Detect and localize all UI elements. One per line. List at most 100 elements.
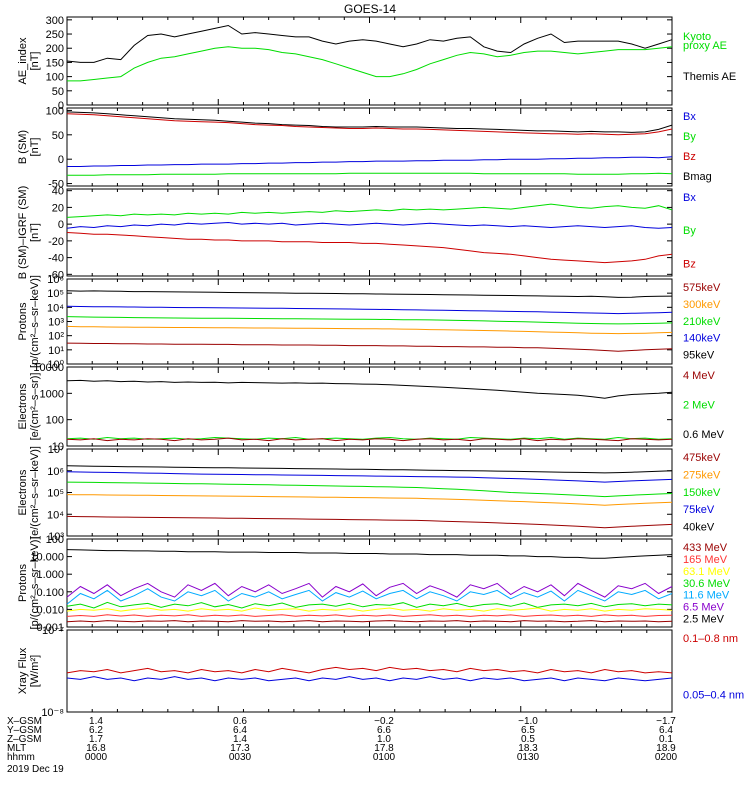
y-tick-label: 10⁵ (47, 288, 64, 300)
series-line-11-6-mev (66, 588, 673, 605)
y-tick-label: 0 (58, 219, 64, 231)
x-axis-value: −0.2 (374, 716, 394, 727)
x-axis-value: 18.9 (656, 743, 676, 754)
y-tick-label: 200 (46, 43, 64, 55)
legend-label: Kyoto (683, 31, 711, 43)
legend-label: By (683, 131, 696, 143)
y-tick-label: 0 (58, 100, 64, 112)
panel-frame (66, 366, 673, 447)
x-axis-value: 0030 (229, 752, 252, 763)
x-axis-value: −1.0 (518, 716, 538, 727)
legend-label: 6.5 MeV (683, 602, 725, 614)
series-line-2-mev (66, 436, 673, 440)
y-tick-label: 10⁻⁷ (42, 625, 64, 637)
y-tick-label: 1000 (40, 388, 64, 400)
panel-p1 (66, 278, 673, 365)
x-axis-value: 0130 (517, 752, 540, 763)
legend-label: Bz (683, 151, 696, 163)
series-line-75kev (66, 471, 673, 483)
y-tick-label: 250 (46, 29, 64, 41)
y-tick-label: -50 (48, 179, 64, 191)
x-row-label: X–GSM (7, 716, 42, 727)
series-line-themis-ae (66, 24, 673, 63)
legend-label: Bx (683, 111, 696, 123)
y-tick-label: 0.001 (36, 622, 64, 634)
x-axis-value: 0.1 (659, 734, 673, 745)
y-axis-label: AE_index (17, 37, 29, 85)
series-line-by (66, 203, 673, 218)
series-line-150kev (66, 481, 673, 498)
series-line-bx (67, 156, 673, 167)
legend-label: 210keV (683, 316, 721, 328)
series-line-by (67, 172, 673, 176)
legend-label: 2.5 MeV (683, 614, 725, 626)
y-axis-label: B (SM)–IGRF (SM) (17, 186, 29, 280)
x-axis-value: 0100 (373, 752, 396, 763)
y-tick-label: 10⁻⁸ (41, 707, 64, 719)
x-axis-value: 6.6 (377, 725, 391, 736)
y-axis-label: Protons (17, 564, 29, 602)
y-axis-label: [nT] (29, 52, 41, 71)
y-tick-label: 100 (46, 534, 64, 546)
series-line-0-1-0-8-nm (66, 666, 673, 674)
series-line-63-1-mev (66, 607, 673, 612)
y-tick-label: -60 (48, 269, 64, 281)
panel-b (66, 107, 673, 187)
x-axis-value: 17.3 (230, 743, 250, 754)
y-tick-label: 10.000 (30, 552, 64, 564)
legend-label: 11.6 MeV (683, 590, 730, 602)
y-axis-label: [p/(cm²–s–sr–keV)] (29, 537, 41, 630)
panel-frame (66, 188, 673, 277)
y-axis-label: Xray Flux (17, 647, 29, 694)
legend-label: 95keV (683, 350, 715, 362)
x-axis-value: 1.0 (377, 734, 391, 745)
legend-label: 30.6 MeV (683, 578, 731, 590)
y-tick-label: 10⁶ (47, 274, 64, 286)
legend-label: Bmag (683, 171, 712, 183)
panel-e2 (66, 448, 673, 537)
series-line-275kev (66, 494, 673, 506)
panel-ae (66, 16, 673, 106)
x-axis-value: 0.6 (233, 716, 247, 727)
series-line-40kev (66, 465, 673, 474)
legend-label: 165 MeV (683, 554, 728, 566)
x-axis-value: −1.7 (656, 716, 676, 727)
legend-label: 0.1–0.8 nm (683, 633, 738, 645)
y-tick-label: 50 (52, 130, 64, 142)
series-line-210kev (66, 316, 673, 325)
y-tick-label: 20 (52, 202, 64, 214)
y-axis-label: [p/(cm²–s–sr–keV)] (29, 275, 41, 368)
series-line-433-mev (66, 620, 673, 623)
series-line-4-mev (66, 437, 673, 442)
x-axis-value: 0200 (655, 752, 678, 763)
y-axis-label: [nT] (29, 138, 41, 157)
x-row-label: Y–GSM (7, 725, 42, 736)
y-axis-label: [W/m²] (29, 655, 41, 687)
legend-label: 75keV (683, 504, 715, 516)
x-row-label: Z–GSM (7, 734, 41, 745)
y-tick-label: 10⁶ (47, 466, 64, 478)
chart-title: GOES-14 (344, 2, 396, 16)
y-tick-label: 50 (52, 86, 64, 98)
panel-frame (66, 538, 673, 628)
legend-label: proxy AE (683, 40, 727, 52)
x-axis-value: 6.4 (233, 725, 247, 736)
series-line-kyoto (67, 46, 673, 82)
x-axis-value: 1.7 (89, 734, 103, 745)
y-tick-label: 0.010 (36, 604, 64, 616)
y-tick-label: 0 (58, 154, 64, 166)
series-line-30-6-mev (66, 601, 673, 609)
x-axis-value: 0000 (85, 752, 108, 763)
legend-label: 63.1 MeV (683, 566, 731, 578)
legend-label: 140keV (683, 333, 721, 345)
legend-label: 275keV (683, 469, 721, 481)
y-tick-label: -20 (48, 236, 64, 248)
series-line-140kev (66, 305, 673, 315)
series-line-165-mev (66, 614, 673, 617)
series-line-bz (66, 232, 673, 264)
series-line-bmag (66, 111, 673, 133)
x-row-label: MLT (7, 743, 26, 754)
series-line-bz (66, 113, 673, 136)
y-axis-label: [e/(cm²–s–sr)] (29, 373, 41, 441)
